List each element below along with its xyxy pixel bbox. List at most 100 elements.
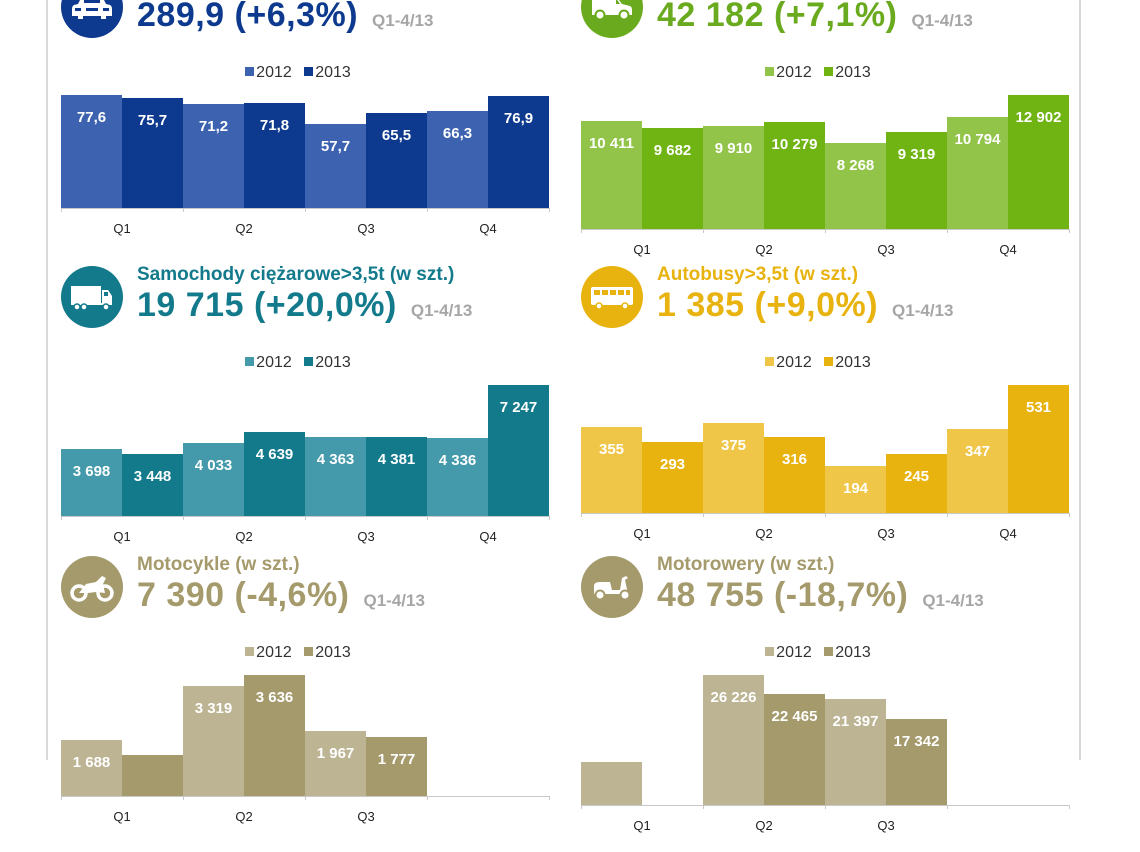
panel-title: Samochody ciężarowe>3,5t (w szt.) <box>137 264 455 285</box>
x-axis-tick <box>549 516 550 520</box>
bar-label-2013-Q2: 4 639 <box>255 446 294 463</box>
panel-total: 7 390 (-4,6%) Q1-4/13 <box>137 576 425 615</box>
bar-2013-Q3 <box>886 454 947 513</box>
legend-label-2012: 2012 <box>776 644 812 661</box>
panel-total: 19 715 (+20,0%) Q1-4/13 <box>137 286 472 325</box>
panel-mopeds: Motorowery (w szt.) 48 755 (-18,7%) Q1-4/… <box>575 552 1075 852</box>
x-axis-tick <box>61 208 62 212</box>
panel-trucks: Samochody ciężarowe>3,5t (w szt.) 19 715… <box>55 262 555 562</box>
legend-label-2012: 2012 <box>776 354 812 371</box>
bar-2013-Q1 <box>642 128 703 229</box>
period-label: Q1-4/13 <box>372 11 434 30</box>
bar-2012-Q2 <box>183 104 244 208</box>
bar-label-2013-Q1: 9 682 <box>653 142 692 159</box>
van-icon <box>592 0 632 21</box>
panel-title: Motorowery (w szt.) <box>657 554 835 575</box>
bar-chart: 10 411 9 682 9 910 10 279 8 268 9 319 10 794 12… <box>575 0 1070 259</box>
bar-chart: 77,6 75,7 71,2 71,8 57,7 65,5 66,3 76,9 Q1 Q2 Q3 Q4 <box>55 0 550 238</box>
bar-label-2013-Q4: 76,9 <box>503 110 534 127</box>
total-value: 7 390 (-4,6%) <box>137 576 350 614</box>
panel-motorcycles: Motocykle (w szt.) 7 390 (-4,6%) Q1-4/13 … <box>55 552 555 852</box>
bar-label-2013-Q2: 22 465 <box>771 708 818 725</box>
bar-label-2013-Q3: 4 381 <box>377 451 416 468</box>
bar-label-2013-Q2: 71,8 <box>259 117 290 134</box>
legend-swatch-2012 <box>245 357 255 366</box>
bar-label-2013-Q4: 531 <box>1025 399 1052 416</box>
total-value: 48 755 (-18,7%) <box>657 576 909 614</box>
bar-2013-Q1 <box>642 442 703 513</box>
x-axis-tick <box>1069 229 1070 233</box>
total-value: 42 182 (+7,1%) <box>657 0 898 34</box>
x-axis-tick <box>703 805 704 809</box>
x-axis-tick <box>1069 805 1070 809</box>
legend-swatch-2013 <box>824 647 834 656</box>
icon-circle <box>61 266 123 328</box>
legend-label-2012: 2012 <box>776 64 812 81</box>
panel-total: 289,9 (+6,3%) Q1-4/13 <box>137 0 433 35</box>
bar-label-2013-Q2: 316 <box>781 451 808 468</box>
legend-item-2012: 2012 <box>245 644 292 661</box>
legend-label-2012: 2012 <box>256 644 292 661</box>
bar-2013-Q4 <box>488 385 549 516</box>
legend-swatch-2012 <box>765 67 775 76</box>
legend: 2012 2013 <box>575 64 1061 82</box>
x-tick-label-Q2: Q2 <box>755 818 773 833</box>
bar-chart: 1 688 3 319 3 636 1 967 1 777 Q1 Q2 Q3 <box>55 552 550 826</box>
bar-2013-Q4 <box>1008 385 1069 513</box>
x-tick-label-Q1: Q1 <box>113 809 131 824</box>
legend: 2012 2013 <box>55 354 541 372</box>
bar-label-2012-Q3: 8 268 <box>836 157 875 174</box>
bar-label-2012-Q2: 26 226 <box>710 689 757 706</box>
x-axis-tick <box>183 208 184 212</box>
panel-vans: Samochody dostawcze <3,5t (w szt.) 42 18… <box>575 0 1075 272</box>
legend-item-2013: 2013 <box>824 354 871 371</box>
legend-swatch-2012 <box>765 647 775 656</box>
bar-2012-Q3 <box>305 731 366 796</box>
bar-label-2012-Q2: 71,2 <box>198 118 229 135</box>
x-axis-tick <box>183 516 184 520</box>
x-axis-tick <box>427 796 428 800</box>
bar-2013-Q4 <box>488 96 549 208</box>
legend-item-2013: 2013 <box>304 64 351 81</box>
x-axis-tick <box>549 796 550 800</box>
page-border-left <box>46 0 48 760</box>
bar-label-2013-Q3: 245 <box>903 468 930 485</box>
bar-label-2013-Q1: 3 448 <box>133 468 172 485</box>
bar-2013-Q1 <box>122 755 183 796</box>
bar-2013-Q2 <box>764 122 825 229</box>
bar-label-2012-Q3: 57,7 <box>320 138 351 155</box>
motorcycle-icon <box>70 576 114 602</box>
period-label: Q1-4/13 <box>911 11 973 30</box>
x-axis-tick <box>183 796 184 800</box>
truck-icon <box>71 286 112 311</box>
legend-item-2012: 2012 <box>765 644 812 661</box>
panel-total: 1 385 (+9,0%) Q1-4/13 <box>657 286 953 325</box>
bar-label-2012-Q4: 66,3 <box>442 125 473 142</box>
bar-2012-Q4 <box>427 438 488 516</box>
bar-2013-Q2 <box>244 432 305 516</box>
panel-passenger-cars: Samochody osobowe (w tys. szt.) 289,9 (+… <box>55 0 555 272</box>
period-label: Q1-4/13 <box>410 301 473 320</box>
bar-label-2012-Q3: 21 397 <box>832 713 879 730</box>
bar-label-2013-Q3: 65,5 <box>381 127 412 144</box>
bar-2013-Q3 <box>366 437 427 516</box>
bar-label-2013-Q2: 10 279 <box>771 136 818 153</box>
x-tick-label-Q3: Q3 <box>357 529 375 544</box>
bar-2013-Q3 <box>886 132 947 229</box>
bar-2012-Q4 <box>947 117 1008 229</box>
x-axis-tick <box>549 208 550 212</box>
period-label: Q1-4/13 <box>892 301 954 320</box>
car-icon <box>72 0 112 19</box>
bar-label-2012-Q1: 10 411 <box>588 135 635 152</box>
x-axis-tick <box>305 796 306 800</box>
bar-label-2012-Q3: 194 <box>842 480 869 497</box>
x-tick-label-Q1: Q1 <box>113 529 131 544</box>
bar-label-2012-Q1: 77,6 <box>76 109 107 126</box>
legend-swatch-2013 <box>304 357 314 366</box>
x-axis-tick <box>581 229 582 233</box>
x-tick-label-Q4: Q4 <box>479 529 497 544</box>
x-tick-label-Q2: Q2 <box>755 526 773 541</box>
bar-2012-Q3 <box>305 124 366 208</box>
legend-swatch-2013 <box>824 357 834 366</box>
bar-label-2013-Q4: 12 902 <box>1015 109 1062 126</box>
